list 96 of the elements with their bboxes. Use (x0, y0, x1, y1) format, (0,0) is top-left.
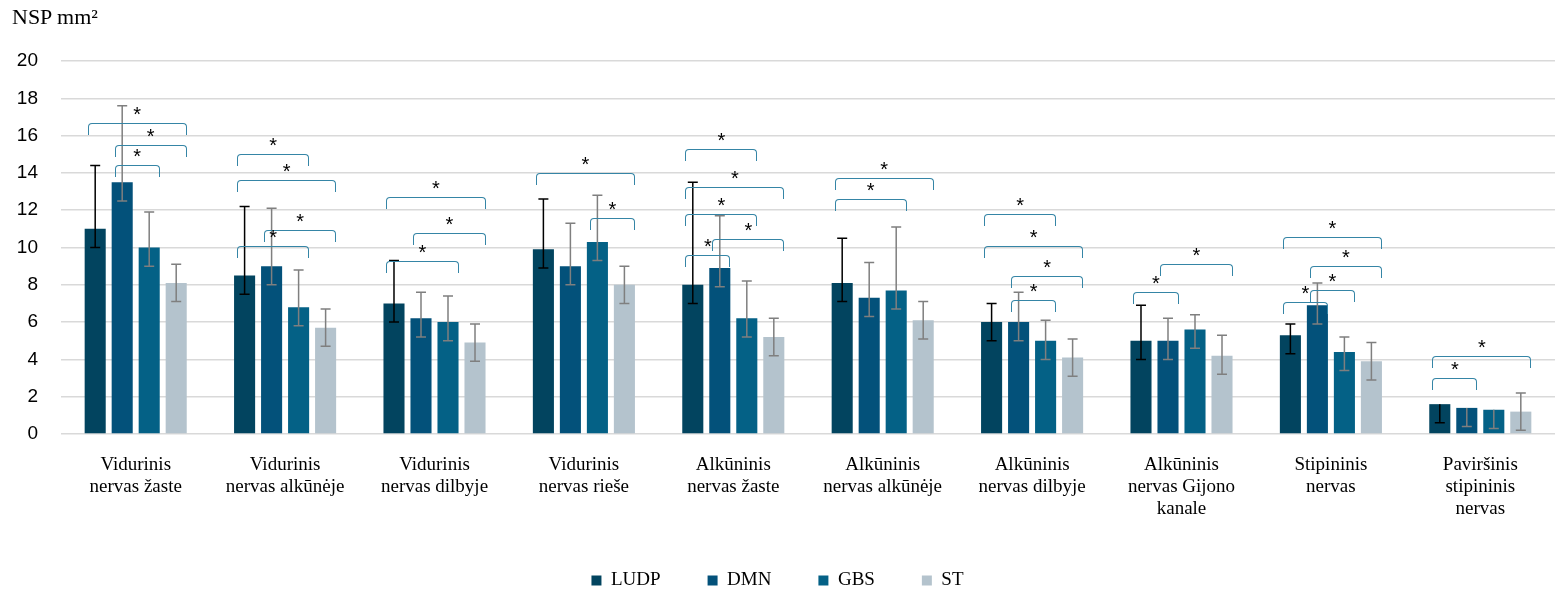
annotation: * (744, 219, 753, 242)
annotation: * (146, 124, 155, 147)
bar (138, 247, 160, 434)
bar (1279, 335, 1301, 434)
bar (1456, 407, 1478, 434)
annotation: * (432, 177, 440, 200)
bar (981, 322, 1003, 434)
annotation: * (703, 234, 712, 257)
annotation: * (866, 179, 875, 201)
annotation: * (730, 166, 739, 189)
bar (1035, 340, 1057, 434)
bar (1211, 355, 1233, 434)
annotation: * (1328, 270, 1337, 293)
annotation: * (133, 102, 142, 125)
annotation: * (717, 128, 726, 151)
legend-label: ST (941, 568, 964, 590)
bar (1333, 351, 1355, 434)
bar (858, 297, 880, 434)
annotation: * (1152, 272, 1160, 295)
bar (532, 249, 554, 434)
y-tick-label: 10 (16, 235, 38, 257)
x-tick-label: Vidurinis nervas alkūnėje (225, 453, 345, 497)
bar (1483, 409, 1505, 434)
annotation: * (1328, 217, 1337, 240)
y-axis-title: NSP mm² (12, 4, 98, 30)
bar (383, 303, 405, 434)
bar (613, 284, 635, 434)
annotation: * (1029, 279, 1038, 302)
bar (736, 318, 758, 434)
bar (315, 327, 337, 434)
legend-label: DMN (727, 568, 772, 590)
annotation: * (282, 160, 291, 183)
y-tick-label: 12 (16, 198, 38, 220)
y-tick-label: 8 (27, 273, 38, 295)
bar (111, 182, 133, 434)
bar (1130, 340, 1152, 434)
bar (1429, 404, 1451, 434)
legend-label: GBS (837, 568, 875, 590)
bar (682, 284, 704, 434)
bar (586, 241, 608, 434)
annotation: * (418, 240, 427, 263)
bar (1360, 361, 1382, 434)
bar (559, 266, 581, 434)
bar (261, 266, 283, 434)
y-tick-label: 14 (16, 161, 39, 183)
annotation: * (296, 209, 304, 232)
annotation: * (1477, 335, 1486, 358)
annotation: * (269, 134, 277, 157)
bar (234, 275, 256, 434)
x-tick-label: Alkūninis nervas alkūnėje (823, 453, 943, 497)
annotation: * (133, 145, 142, 168)
bar (288, 307, 310, 434)
x-tick-label: Paviršinis stipininis nervas (1442, 453, 1518, 519)
annotation: * (1450, 358, 1459, 381)
x-tick-label: Alkūninis nervas dilbyje (978, 453, 1086, 497)
bar (437, 322, 459, 434)
annotation: * (1043, 256, 1051, 279)
y-tick-label: 16 (16, 123, 38, 145)
x-tick-label: Vidurinis nervas dilbyje (380, 453, 489, 497)
annotation: * (581, 152, 590, 175)
bar (1184, 329, 1206, 434)
bar (1062, 357, 1084, 434)
y-tick-label: 6 (27, 310, 38, 332)
y-tick-label: 4 (27, 347, 39, 369)
bar (709, 268, 731, 434)
y-tick-label: 0 (27, 422, 38, 444)
bar (763, 337, 785, 434)
legend-label: LUDP (610, 568, 661, 590)
bar (885, 290, 907, 434)
annotation: * (608, 197, 617, 220)
bar (84, 228, 106, 434)
x-tick-label: Alkūninis nervas Gijono kanale (1127, 453, 1236, 519)
annotation: * (717, 193, 726, 216)
bar (831, 282, 853, 434)
x-tick-label: Stipininis nervas (1294, 453, 1368, 497)
bar (912, 320, 934, 434)
bar (1306, 305, 1328, 434)
annotation: * (1029, 225, 1038, 248)
annotation: * (269, 225, 277, 248)
annotation: * (1301, 281, 1310, 304)
annotation: * (1192, 244, 1201, 267)
annotation: * (1016, 193, 1024, 216)
y-tick-label: 2 (27, 384, 38, 406)
x-tick-label: Vidurinis nervas rieše (538, 453, 630, 497)
annotation: * (1341, 246, 1350, 269)
y-tick-label: 20 (16, 49, 38, 71)
bar (1008, 322, 1030, 434)
annotation: * (445, 212, 454, 235)
bar (410, 318, 432, 434)
bar (1157, 340, 1179, 434)
bar (165, 282, 187, 434)
x-tick-label: Vidurinis nervas žaste (89, 453, 182, 497)
y-tick-label: 18 (16, 86, 38, 108)
annotation: * (880, 158, 889, 181)
x-tick-label: Alkūninis nervas žaste (687, 453, 780, 497)
bar (464, 342, 486, 434)
